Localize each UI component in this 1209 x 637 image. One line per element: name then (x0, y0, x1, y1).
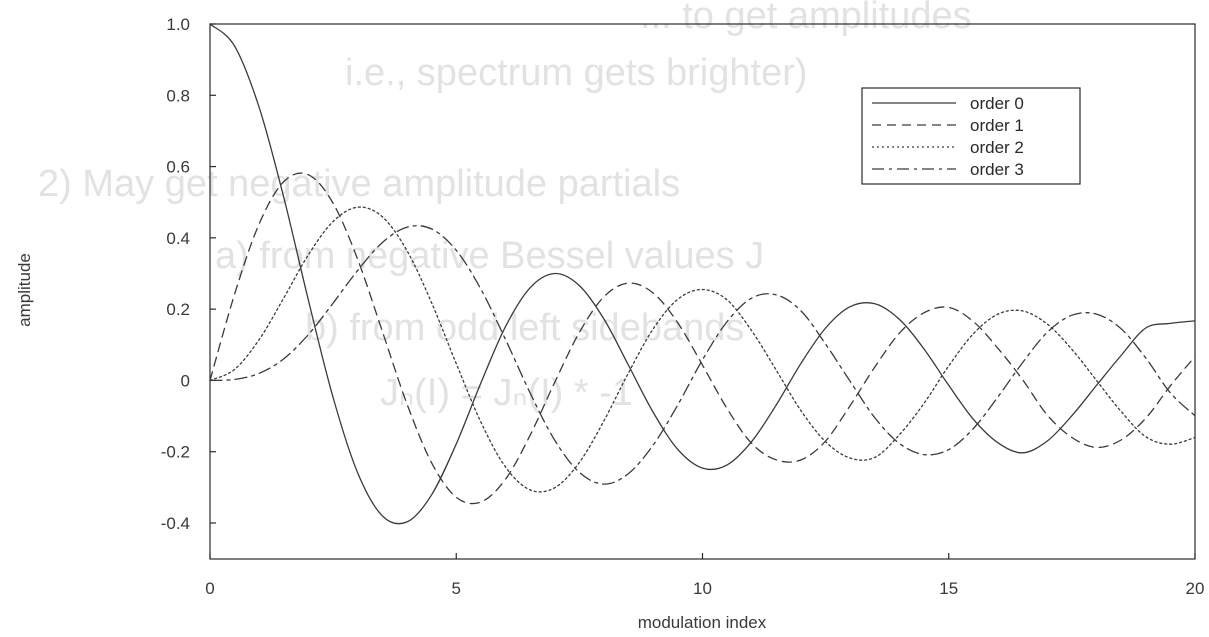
x-tick-label: 15 (939, 579, 958, 598)
legend-box (861, 87, 1081, 185)
legend-label: order 0 (970, 94, 1024, 113)
x-axis: 0 5 10 15 20 (205, 553, 1204, 598)
series-line-order-2 (209, 206, 1196, 493)
y-axis-label: amplitude (15, 253, 34, 327)
x-axis-label: modulation index (638, 613, 767, 632)
ghost-text-line: a) from negative Bessel values J (215, 235, 764, 277)
ghost-text-line: i.e., spectrum gets brighter) (345, 52, 808, 94)
x-tick-label: 10 (693, 579, 712, 598)
legend-label: order 3 (970, 160, 1024, 179)
background-ghost-text: ... to get amplitudes i.e., spectrum get… (38, 0, 972, 414)
ghost-text-line: ... to get amplitudes (640, 0, 972, 37)
series-line-order-0 (209, 23, 1196, 525)
x-tick-label: 0 (205, 579, 214, 598)
y-tick-label: 0.6 (166, 158, 190, 177)
legend-label: order 1 (970, 116, 1024, 135)
series-line-order-1 (209, 172, 1196, 505)
legend-label: order 2 (970, 138, 1024, 157)
y-tick-label: 0.8 (166, 86, 190, 105)
y-tick-label: 1.0 (166, 15, 190, 34)
y-tick-label: 0 (181, 371, 190, 390)
y-tick-label: 0.2 (166, 300, 190, 319)
x-tick-label: 5 (452, 579, 461, 598)
x-tick-label: 20 (1186, 579, 1205, 598)
y-axis: 1.0 0.8 0.6 0.4 0.2 0 -0.2 -0.4 (161, 15, 216, 533)
ghost-text-line: Jₙ(I) = Jₙ(I) * -1 (380, 372, 633, 414)
y-tick-label: -0.4 (161, 514, 190, 533)
ghost-text-line: 2) May get negative amplitude partials (38, 163, 680, 205)
y-tick-label: -0.2 (161, 443, 190, 462)
ghost-text-line: b) from odd left sidebands (305, 307, 744, 349)
plot-series (209, 23, 1196, 525)
y-tick-label: 0.4 (166, 229, 190, 248)
series-line-order-3 (209, 225, 1196, 485)
chart-legend: order 0 order 1 order 2 order 3 (861, 87, 1081, 185)
